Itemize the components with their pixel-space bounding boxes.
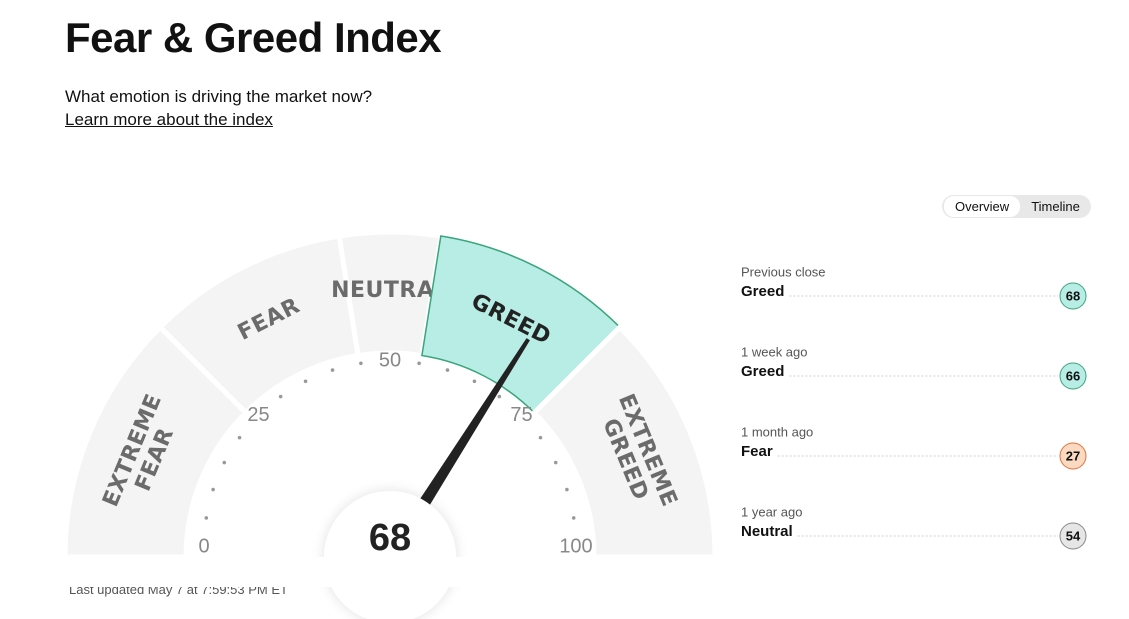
history-badge: [1059, 522, 1087, 550]
history-rating: Neutral: [741, 523, 793, 540]
history-badge: [1059, 442, 1087, 470]
tick-label: 100: [559, 535, 592, 557]
minor-dot: [211, 487, 215, 492]
minor-dot: [565, 487, 569, 492]
tick-label: 75: [510, 404, 532, 426]
learn-more-link[interactable]: Learn more about the index: [65, 110, 273, 129]
minor-dot: [278, 394, 283, 399]
history-rating: Greed: [741, 363, 784, 380]
history-period: 1 week ago: [741, 344, 808, 359]
minor-dot: [417, 361, 421, 366]
history-period: 1 month ago: [741, 424, 813, 439]
minor-dot: [472, 379, 477, 384]
minor-dot: [303, 379, 308, 384]
minor-dot: [330, 368, 335, 372]
segment-label-line: NEUTRAL: [331, 278, 449, 303]
tick-label: 0: [198, 535, 209, 557]
history-value: 54: [1066, 528, 1081, 543]
history-rating: Fear: [741, 443, 773, 460]
minor-dot: [553, 460, 558, 465]
minor-dot: [222, 460, 227, 465]
history-badge: [1059, 362, 1087, 390]
page-title: Fear & Greed Index: [65, 14, 442, 61]
center-disc: [324, 491, 456, 619]
history-value: 66: [1066, 368, 1080, 383]
gauge-value: 68: [369, 517, 411, 559]
history-value: 27: [1066, 448, 1080, 463]
history-value: 68: [1066, 288, 1080, 303]
history-period: 1 year ago: [741, 504, 802, 519]
minor-dot: [359, 361, 363, 366]
minor-dot: [497, 394, 502, 399]
tick-label: 50: [379, 349, 401, 371]
baseline-mask: [40, 557, 760, 587]
gauge-segment: [530, 323, 718, 560]
tick-label: 25: [247, 404, 269, 426]
history-period: Previous close: [741, 264, 826, 279]
minor-dot: [445, 368, 450, 372]
toggle-option[interactable]: Timeline: [1031, 199, 1080, 214]
minor-dot: [237, 435, 242, 440]
history-rating: Greed: [741, 283, 784, 300]
subtitle: What emotion is driving the market now?: [65, 87, 373, 106]
minor-dot: [571, 516, 576, 520]
view-toggle: Overview Timeline: [942, 195, 1091, 218]
minor-dot: [204, 516, 209, 520]
toggle-option[interactable]: Overview: [944, 196, 1021, 217]
segment-label: NEUTRAL: [331, 278, 449, 303]
minor-dot: [538, 435, 543, 440]
history-badge: [1059, 282, 1087, 310]
